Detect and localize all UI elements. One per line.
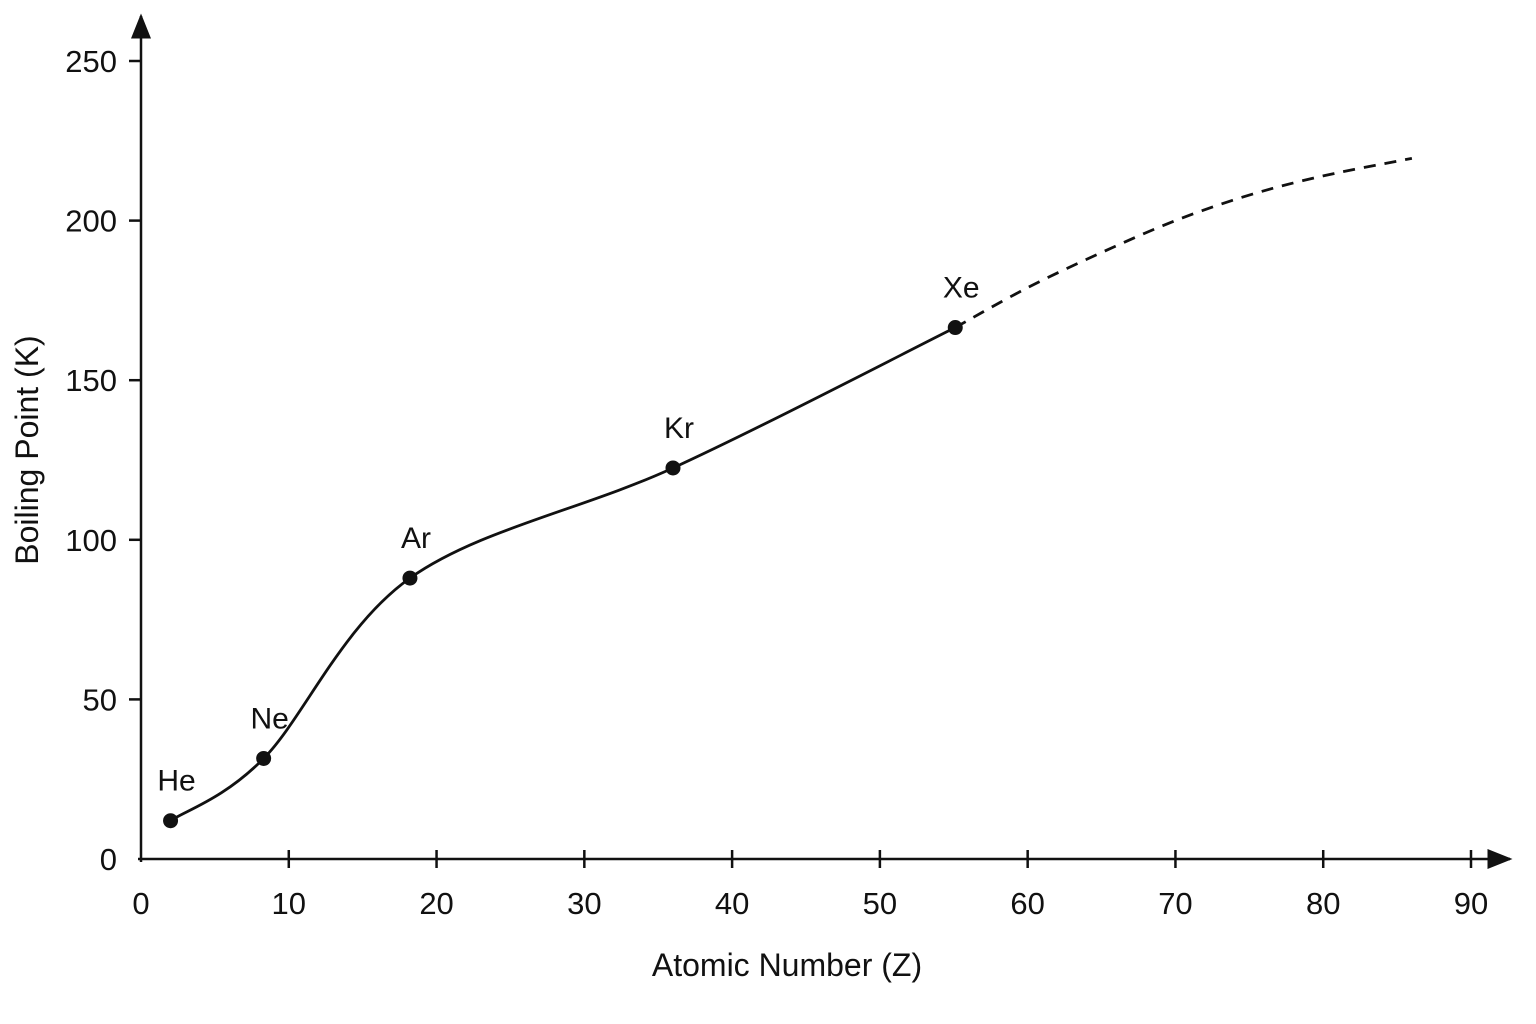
y-tick-label-50: 50 <box>83 682 117 717</box>
y-tick-label-0: 0 <box>100 842 117 877</box>
extrapolated-trend-line <box>954 156 1413 329</box>
x-tick-label-80: 80 <box>1306 886 1340 921</box>
y-tick-label-150: 150 <box>65 363 117 398</box>
data-point-kr <box>665 460 681 476</box>
y-tick-label-250: 250 <box>65 44 117 79</box>
axis-ticks: 0 10 20 30 40 50 60 70 80 90 0 50 100 150 200 250 <box>65 44 1488 921</box>
x-tick-label-60: 60 <box>1010 886 1044 921</box>
point-label-ar: Ar <box>401 522 431 555</box>
data-point-he <box>163 813 179 829</box>
data-point-ar <box>402 570 418 586</box>
data-points: He Ne Ar Kr Xe <box>157 272 980 829</box>
x-tick-label-40: 40 <box>715 886 749 921</box>
data-point-ne <box>256 750 272 766</box>
x-tick-label-10: 10 <box>272 886 306 921</box>
y-tick-label-200: 200 <box>65 204 117 239</box>
x-tick-label-20: 20 <box>419 886 453 921</box>
axes <box>131 13 1513 869</box>
x-tick-label-30: 30 <box>567 886 601 921</box>
x-tick-label-50: 50 <box>863 886 897 921</box>
point-label-ne: Ne <box>250 702 288 735</box>
x-axis-title: Atomic Number (Z) <box>652 947 922 983</box>
boiling-point-line <box>169 326 956 822</box>
point-label-xe: Xe <box>943 272 980 305</box>
y-tick-label-100: 100 <box>65 523 117 558</box>
data-point-xe <box>947 320 963 336</box>
x-tick-label-70: 70 <box>1158 886 1192 921</box>
point-label-he: He <box>157 765 195 798</box>
x-tick-label-90: 90 <box>1454 886 1488 921</box>
y-axis-title: Boiling Point (K) <box>9 335 45 564</box>
data-series <box>169 156 1413 822</box>
point-label-kr: Kr <box>664 412 694 445</box>
x-tick-label-0: 0 <box>132 886 149 921</box>
